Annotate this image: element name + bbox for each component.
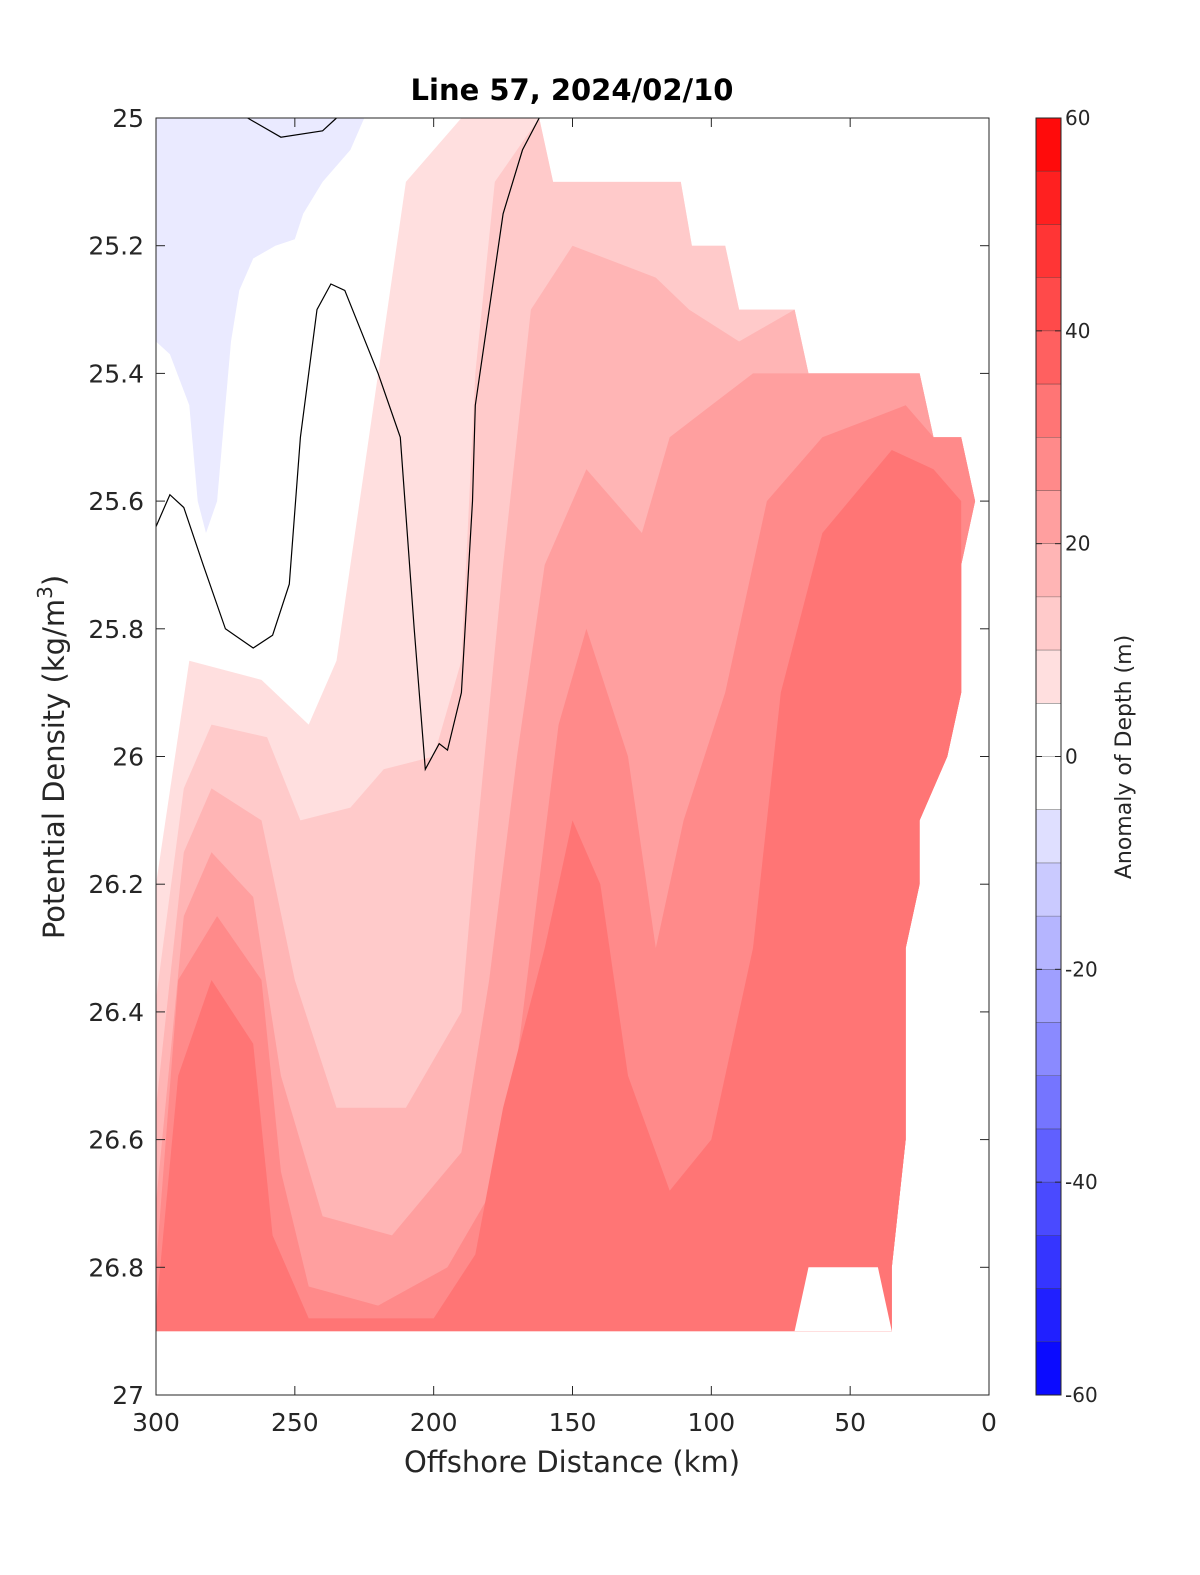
x-tick-label: 200 (410, 1408, 458, 1437)
colorbar-segment (1036, 1288, 1061, 1342)
x-axis-label: Offshore Distance (km) (404, 1445, 740, 1479)
colorbar-segment (1036, 862, 1061, 917)
y-tick-label: 25.2 (88, 232, 144, 261)
y-tick-label: 26.8 (88, 1253, 144, 1282)
colorbar-tick-label: -40 (1065, 1170, 1098, 1194)
colorbar-segment (1036, 596, 1061, 651)
negative-anomaly-region (156, 118, 365, 533)
colorbar-segment (1036, 809, 1061, 863)
colorbar-segment (1036, 330, 1061, 385)
x-tick-label: 0 (981, 1408, 997, 1437)
anomaly-band-30 (156, 450, 962, 1332)
colorbar-tick-label: 20 (1065, 532, 1090, 556)
anomaly-fill-layer (156, 118, 976, 1332)
colorbar-segment (1036, 384, 1061, 438)
y-tick-label: 25 (112, 104, 144, 133)
zero-contour-layer (155, 117, 540, 772)
colorbar-tick-label: 60 (1065, 106, 1090, 130)
y-tick-label: 25.8 (88, 615, 144, 644)
colorbar-segment (1036, 969, 1061, 1023)
y-axis: 25 25.2 25.4 25.6 25.8 26 26.2 26.4 26.6 26.8 27 (88, 104, 989, 1410)
x-tick-label: 150 (549, 1408, 597, 1437)
y-tick-label: 26.6 (88, 1126, 144, 1155)
y-tick-label: 25.4 (88, 359, 144, 388)
y-axis-label-main: Potential Density (kg/m (37, 599, 71, 939)
x-axis: 300 250 200 150 100 50 0 (132, 118, 997, 1437)
x-tick-label: 300 (132, 1408, 180, 1437)
zero-contour-upper-left (247, 117, 337, 138)
x-tick-label: 250 (271, 1408, 319, 1437)
y-tick-label: 25.6 (88, 487, 144, 516)
colorbar-segment (1036, 1182, 1061, 1236)
y-axis-label-superscript: 3 (33, 586, 57, 599)
colorbar-segment (1036, 171, 1061, 225)
no-data-notch (794, 1267, 892, 1332)
colorbar-segment (1036, 224, 1061, 278)
y-tick-label: 26.2 (88, 870, 144, 899)
colorbar-label: Anomaly of Depth (m) (1112, 635, 1137, 879)
colorbar-tick-label: 40 (1065, 319, 1090, 343)
colorbar-tick-label: -60 (1065, 1383, 1098, 1407)
colorbar-tick-label: -20 (1065, 957, 1098, 981)
colorbar-segment (1036, 916, 1061, 970)
colorbar-segment (1036, 543, 1061, 597)
y-axis-label-close: ) (37, 575, 71, 586)
chart-title: Line 57, 2024/02/10 (411, 73, 734, 107)
y-tick-label: 27 (112, 1381, 144, 1410)
colorbar-segment (1036, 118, 1061, 172)
colorbar-tick-label: 0 (1065, 745, 1078, 769)
colorbar-segment (1036, 650, 1061, 704)
x-tick-label: 100 (687, 1408, 735, 1437)
colorbar-segment (1036, 756, 1061, 810)
colorbar-segment (1036, 1235, 1061, 1289)
x-tick-label: 50 (834, 1408, 866, 1437)
y-axis-label: Potential Density (kg/m3) (33, 575, 71, 939)
colorbar: -60 -40 -20 0 20 40 60 (1035, 106, 1098, 1407)
y-tick-label: 26.4 (88, 998, 144, 1027)
colorbar-segment (1036, 1075, 1061, 1129)
colorbar-segment (1036, 703, 1061, 757)
colorbar-segment (1036, 277, 1061, 331)
y-tick-label: 26 (112, 743, 144, 772)
plot-area (155, 117, 990, 1396)
colorbar-segment (1036, 1022, 1061, 1076)
colorbar-segment (1036, 437, 1061, 491)
colorbar-segment (1036, 1128, 1061, 1183)
colorbar-segment (1036, 490, 1061, 544)
colorbar-segment (1036, 1341, 1061, 1395)
zero-contour-left-lobe (155, 117, 540, 772)
